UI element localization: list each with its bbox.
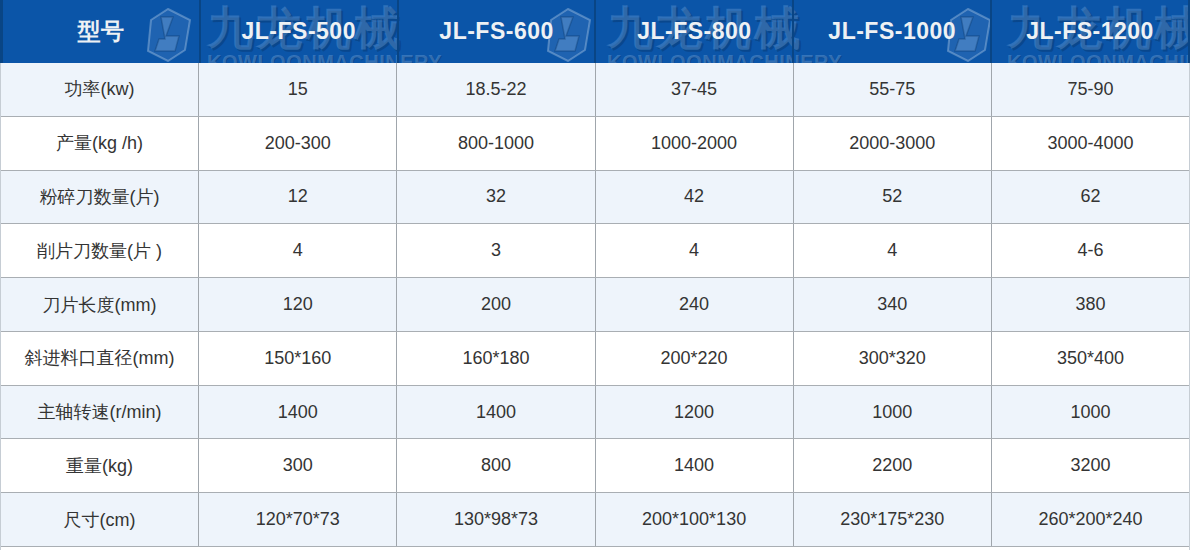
spec-cell: 800-1000: [397, 117, 595, 170]
row-label: 重量(kg): [1, 439, 199, 492]
spec-cell: 3200: [992, 439, 1189, 492]
spec-cell: 18.5-22: [397, 63, 595, 116]
header-cell-jl-fs-500: JL-FS-500: [201, 0, 399, 63]
spec-cell: 240: [596, 278, 794, 331]
spec-cell: 2200: [794, 439, 992, 492]
table-row-weight: 重量(kg) 300 800 1400 2200 3200: [1, 439, 1189, 493]
spec-cell: 1000-2000: [596, 117, 794, 170]
spec-cell: 200: [397, 278, 595, 331]
row-label: 功率(kw): [1, 63, 199, 116]
row-label: 斜进料口直径(mm): [1, 332, 199, 385]
spec-cell: 1000: [794, 386, 992, 439]
row-label: 粉碎刀数量(片): [1, 171, 199, 224]
spec-table: 九龙机械 KOWLOONMACHINERY 九龙机械 KOWLOONMACHIN…: [0, 0, 1190, 550]
spec-cell: 380: [992, 278, 1189, 331]
table-row-blade-length: 刀片长度(mm) 120 200 240 340 380: [1, 278, 1189, 332]
spec-cell: 120: [199, 278, 397, 331]
spec-cell: 3: [397, 224, 595, 277]
spec-cell: 3000-4000: [992, 117, 1189, 170]
row-label: 产量(kg /h): [1, 117, 199, 170]
spec-cell: 1200: [596, 386, 794, 439]
spec-cell: 52: [794, 171, 992, 224]
table-row-chipping-blades: 削片刀数量(片 ) 4 3 4 4 4-6: [1, 224, 1189, 278]
table-row-spindle-speed: 主轴转速(r/min) 1400 1400 1200 1000 1000: [1, 386, 1189, 440]
row-label: 尺寸(cm): [1, 493, 199, 546]
spec-cell: 4-6: [992, 224, 1189, 277]
spec-cell: 160*180: [397, 332, 595, 385]
spec-cell: 32: [397, 171, 595, 224]
spec-cell: 1400: [596, 439, 794, 492]
spec-cell: 230*175*230: [794, 493, 992, 546]
header-cell-jl-fs-1200: JL-FS-1200: [992, 0, 1190, 63]
spec-cell: 75-90: [992, 63, 1189, 116]
spec-cell: 300: [199, 439, 397, 492]
spec-cell: 350*400: [992, 332, 1189, 385]
spec-cell: 340: [794, 278, 992, 331]
spec-cell: 12: [199, 171, 397, 224]
header-cell-jl-fs-1000: JL-FS-1000: [794, 0, 992, 63]
row-label: 削片刀数量(片 ): [1, 224, 199, 277]
spec-cell: 260*200*240: [992, 493, 1189, 546]
spec-cell: 200-300: [199, 117, 397, 170]
spec-cell: 4: [596, 224, 794, 277]
header-cell-jl-fs-800: JL-FS-800: [596, 0, 794, 63]
spec-cell: 120*70*73: [199, 493, 397, 546]
table-row-crushing-blades: 粉碎刀数量(片) 12 32 42 52 62: [1, 171, 1189, 225]
spec-cell: 4: [199, 224, 397, 277]
row-label: 主轴转速(r/min): [1, 386, 199, 439]
row-label: 刀片长度(mm): [1, 278, 199, 331]
spec-cell: 62: [992, 171, 1189, 224]
table-header-row: 九龙机械 KOWLOONMACHINERY 九龙机械 KOWLOONMACHIN…: [0, 0, 1190, 63]
spec-cell: 150*160: [199, 332, 397, 385]
table-row-power: 功率(kw) 15 18.5-22 37-45 55-75 75-90: [1, 63, 1189, 117]
spec-cell: 1400: [397, 386, 595, 439]
header-cell-model-label: 型号: [3, 0, 201, 63]
spec-cell: 4: [794, 224, 992, 277]
table-row-dimensions: 尺寸(cm) 120*70*73 130*98*73 200*100*130 2…: [1, 493, 1189, 547]
spec-cell: 2000-3000: [794, 117, 992, 170]
spec-cell: 200*100*130: [596, 493, 794, 546]
spec-cell: 1400: [199, 386, 397, 439]
spec-cell: 37-45: [596, 63, 794, 116]
spec-cell: 200*220: [596, 332, 794, 385]
spec-cell: 15: [199, 63, 397, 116]
table-body: 功率(kw) 15 18.5-22 37-45 55-75 75-90 产量(k…: [0, 63, 1190, 550]
table-row-inlet-diameter: 斜进料口直径(mm) 150*160 160*180 200*220 300*3…: [1, 332, 1189, 386]
spec-cell: 300*320: [794, 332, 992, 385]
spec-cell: 42: [596, 171, 794, 224]
spec-cell: 55-75: [794, 63, 992, 116]
spec-cell: 1000: [992, 386, 1189, 439]
spec-cell: 130*98*73: [397, 493, 595, 546]
spec-cell: 800: [397, 439, 595, 492]
table-row-capacity: 产量(kg /h) 200-300 800-1000 1000-2000 200…: [1, 117, 1189, 171]
header-cell-jl-fs-600: JL-FS-600: [399, 0, 597, 63]
